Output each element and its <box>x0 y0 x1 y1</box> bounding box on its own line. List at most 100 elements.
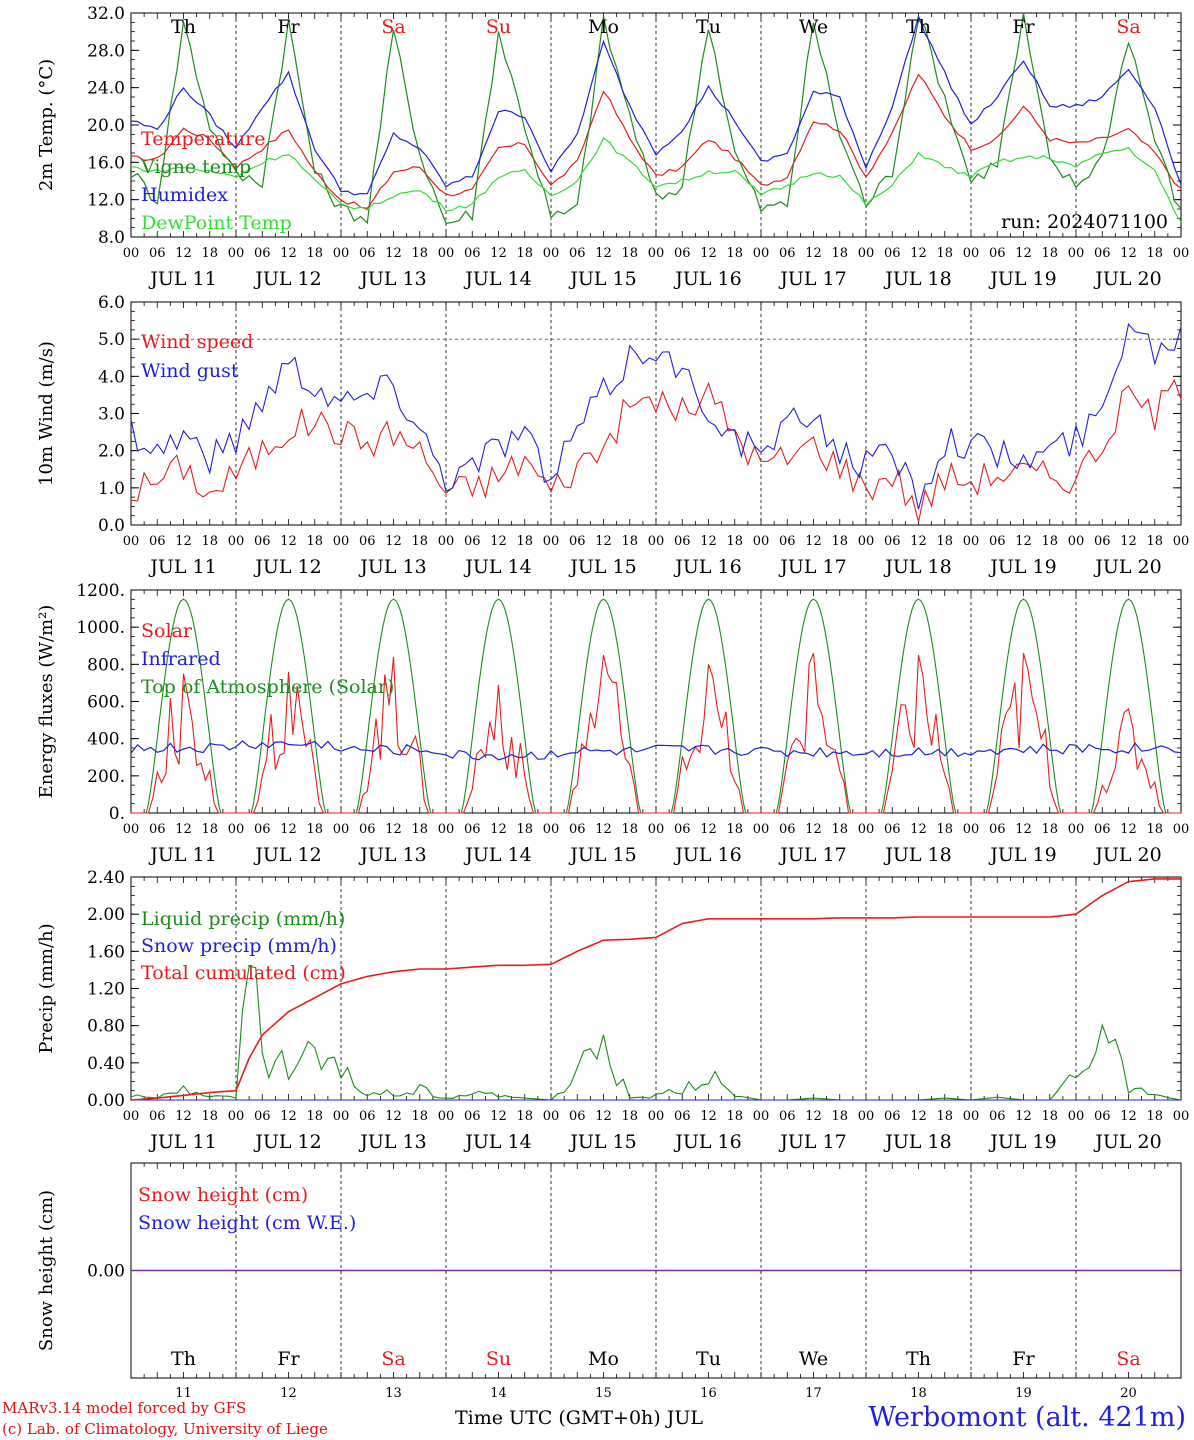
x-hour-label: 00 <box>123 1109 140 1124</box>
x-hour-label: 18 <box>936 534 953 549</box>
x-hour-label: 18 <box>936 1109 953 1124</box>
station-name: Werbomont (alt. 421m) <box>868 1402 1186 1433</box>
x-hour-label: 06 <box>359 534 376 549</box>
x-hour-label: 00 <box>648 534 665 549</box>
x-hour-label: 18 <box>201 822 218 837</box>
x-hour-label: 18 <box>306 1109 323 1124</box>
x-hour-label: 06 <box>674 1109 691 1124</box>
x-hour-label: 06 <box>674 822 691 837</box>
x-hour-label: 06 <box>149 534 166 549</box>
x-hour-label: 00 <box>228 534 245 549</box>
legend-entry: Wind speed <box>141 331 253 353</box>
day-name-label: Su <box>486 16 511 38</box>
day-name-label: Tu <box>696 16 721 38</box>
y-tick-label: 2.40 <box>87 868 125 888</box>
day-number-label: 11 <box>175 1386 192 1401</box>
x-hour-label: 06 <box>989 534 1006 549</box>
x-date-label: JUL 15 <box>568 268 636 290</box>
x-hour-label: 00 <box>648 822 665 837</box>
x-hour-label: 18 <box>1146 1109 1163 1124</box>
series-line-total-cumulated-cm- <box>130 878 1181 1101</box>
x-hour-label: 00 <box>963 246 980 261</box>
x-hour-label: 12 <box>490 1109 507 1124</box>
series-line-liquid-precip-mm-h- <box>130 965 1182 1101</box>
x-hour-label: 06 <box>1094 1109 1111 1124</box>
x-date-label: JUL 15 <box>568 556 636 578</box>
x-hour-label: 12 <box>910 822 927 837</box>
x-hour-label: 06 <box>884 1109 901 1124</box>
x-date-label: JUL 14 <box>463 1131 531 1153</box>
y-tick-label: 1200. <box>76 581 125 601</box>
x-date-label: JUL 18 <box>883 556 951 578</box>
x-hour-label: 00 <box>753 534 770 549</box>
x-hour-label: 06 <box>779 534 796 549</box>
x-date-label: JUL 20 <box>1093 556 1161 578</box>
x-hour-label: 06 <box>569 246 586 261</box>
x-date-label: JUL 19 <box>988 268 1056 290</box>
model-credit: MARv3.14 model forced by GFS <box>2 1399 247 1417</box>
x-hour-label: 12 <box>280 246 297 261</box>
x-hour-label: 00 <box>543 1109 560 1124</box>
legend-entry: Infrared <box>141 648 221 670</box>
x-hour-label: 00 <box>228 1109 245 1124</box>
x-hour-label: 18 <box>1146 534 1163 549</box>
x-hour-label: 12 <box>910 246 927 261</box>
day-number-label: 16 <box>700 1386 717 1401</box>
day-number-label: 14 <box>490 1386 507 1401</box>
x-hour-label: 00 <box>1173 534 1190 549</box>
x-hour-label: 12 <box>595 246 612 261</box>
x-hour-label: 18 <box>621 1109 638 1124</box>
x-hour-label: 06 <box>254 246 271 261</box>
x-hour-label: 18 <box>831 534 848 549</box>
x-date-label: JUL 11 <box>148 556 216 578</box>
x-date-label: JUL 19 <box>988 556 1056 578</box>
y-tick-label: 8.0 <box>98 228 125 248</box>
x-hour-label: 12 <box>490 246 507 261</box>
x-hour-label: 12 <box>595 534 612 549</box>
legend-entry: Vigne temp <box>140 156 251 178</box>
x-hour-label: 12 <box>910 534 927 549</box>
x-date-label: JUL 11 <box>148 1131 216 1153</box>
day-name-label: Sa <box>1116 16 1140 38</box>
x-hour-label: 18 <box>306 822 323 837</box>
x-hour-label: 06 <box>1094 534 1111 549</box>
y-tick-label: 12.0 <box>87 191 125 211</box>
x-hour-label: 18 <box>621 534 638 549</box>
x-hour-label: 06 <box>779 822 796 837</box>
x-hour-label: 18 <box>831 822 848 837</box>
x-hour-label: 00 <box>753 822 770 837</box>
x-hour-label: 12 <box>1015 1109 1032 1124</box>
x-hour-label: 18 <box>1041 1109 1058 1124</box>
x-hour-label: 00 <box>123 534 140 549</box>
x-hour-label: 18 <box>411 534 428 549</box>
x-hour-label: 12 <box>700 246 717 261</box>
x-date-label: JUL 12 <box>253 844 321 866</box>
x-hour-label: 00 <box>963 1109 980 1124</box>
x-date-label: JUL 16 <box>673 844 741 866</box>
x-date-label: JUL 12 <box>253 1131 321 1153</box>
y-tick-label: 3.0 <box>98 405 125 425</box>
x-date-label: JUL 12 <box>253 556 321 578</box>
x-hour-label: 00 <box>1068 246 1085 261</box>
x-hour-label: 06 <box>464 246 481 261</box>
x-hour-label: 00 <box>753 246 770 261</box>
day-name-label: Su <box>486 1348 511 1370</box>
x-date-label: JUL 11 <box>148 268 216 290</box>
x-hour-label: 00 <box>1068 534 1085 549</box>
y-tick-label: 0.00 <box>87 1091 125 1111</box>
y-tick-label: 1.20 <box>87 980 125 1000</box>
y-tick-label: 2.0 <box>98 442 125 462</box>
x-hour-label: 18 <box>1146 246 1163 261</box>
y-tick-label: 32.0 <box>87 4 125 24</box>
x-date-label: JUL 20 <box>1093 1131 1161 1153</box>
x-hour-label: 00 <box>333 822 350 837</box>
day-name-label: Mo <box>588 16 619 38</box>
x-hour-label: 06 <box>149 246 166 261</box>
y-tick-label: 1000. <box>76 618 125 638</box>
x-hour-label: 06 <box>779 246 796 261</box>
legend-entry: Temperature <box>141 128 265 150</box>
day-name-label: Th <box>906 1348 931 1370</box>
y-tick-label: 1.60 <box>87 942 125 962</box>
x-date-label: JUL 16 <box>673 556 741 578</box>
